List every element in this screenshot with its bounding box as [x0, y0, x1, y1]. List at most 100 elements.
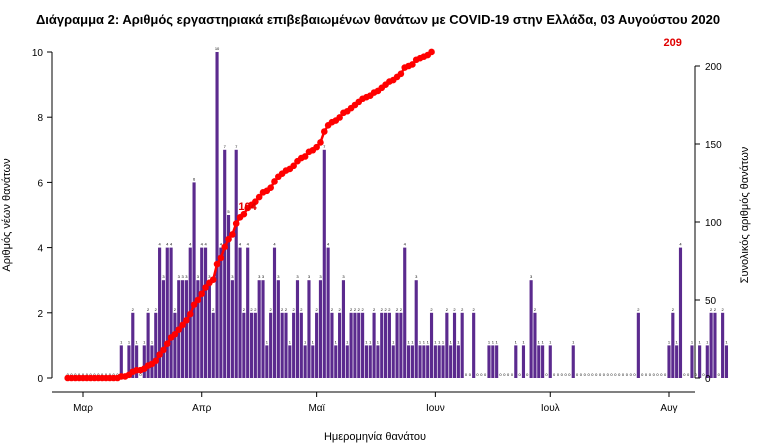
bar-value-label: 1 [369, 339, 372, 344]
y2-axis-title: Συνολικός αριθμός θανάτων [739, 146, 751, 283]
bar-new-deaths [165, 247, 169, 378]
bar-new-deaths [127, 345, 131, 378]
bar-new-deaths [437, 345, 441, 378]
bar-new-deaths [529, 280, 533, 378]
bar-value-label: 3 [231, 274, 234, 279]
bar-value-label: 4 [239, 242, 242, 247]
bar-value-label: 0 [519, 372, 522, 377]
bar-new-deaths [709, 312, 713, 378]
bar-new-deaths [142, 345, 146, 378]
bar-new-deaths [234, 149, 238, 378]
cumulative-point [160, 346, 167, 354]
bar-value-label: 4 [158, 242, 161, 247]
bar-new-deaths [315, 312, 319, 378]
bar-value-label: 0 [664, 372, 667, 377]
bar-value-label: 2 [331, 307, 334, 312]
bar-new-deaths [353, 312, 357, 378]
bar-value-label: 2 [212, 307, 215, 312]
cumulative-point [271, 178, 278, 185]
y-axis-title: Αριθμός νέων θανάτων [1, 158, 13, 272]
bar-value-label: 0 [587, 372, 590, 377]
bar-value-label: 1 [515, 339, 518, 344]
bar-new-deaths [242, 312, 246, 378]
bar-value-label: 0 [653, 372, 656, 377]
bar-new-deaths [395, 312, 399, 378]
bar-value-label: 2 [293, 307, 296, 312]
bar-value-label: 2 [350, 307, 353, 312]
bar-new-deaths [410, 345, 414, 378]
bar-new-deaths [456, 345, 460, 378]
x-tick-label: Μαϊ [308, 403, 325, 414]
bar-new-deaths [399, 312, 403, 378]
bar-value-label: 0 [70, 372, 73, 377]
bar-new-deaths [284, 312, 288, 378]
bar-value-label: 0 [561, 372, 564, 377]
cumulative-point [301, 153, 309, 160]
cumulative-point [217, 254, 225, 262]
bar-value-label: 2 [300, 307, 303, 312]
bar-value-label: 2 [453, 307, 456, 312]
bar-new-deaths [678, 247, 683, 378]
bar-value-label: 0 [603, 372, 606, 377]
cumulative-point [186, 310, 194, 318]
cumulative-point [255, 193, 263, 201]
bar-value-label: 2 [637, 307, 640, 312]
bar-new-deaths [161, 280, 165, 378]
bar-value-label: 2 [250, 307, 253, 312]
y2-tick-label: 150 [705, 140, 722, 151]
bar-new-deaths [265, 345, 269, 378]
cumulative-line [67, 50, 433, 380]
bar-value-label: 3 [185, 274, 188, 279]
bar-new-deaths [322, 149, 326, 378]
bar-value-label: 0 [660, 372, 663, 377]
bar-new-deaths [292, 312, 296, 378]
bar-value-label: 0 [480, 372, 483, 377]
bar-new-deaths [713, 312, 717, 378]
bar-value-label: 1 [143, 339, 146, 344]
bar-value-label: 1 [492, 339, 495, 344]
bar-value-label: 0 [90, 372, 93, 377]
bar-value-label: 0 [568, 372, 571, 377]
bar-value-label: 0 [97, 372, 100, 377]
bar-new-deaths [441, 345, 445, 378]
cumulative-point [397, 70, 405, 78]
bar-new-deaths [135, 345, 139, 378]
bar-value-label: 1 [377, 339, 380, 344]
bar-value-label: 1 [572, 339, 575, 344]
bar-value-label: 0 [618, 372, 621, 377]
bar-value-label: 0 [109, 372, 112, 377]
cumulative-point [175, 326, 183, 333]
bar-new-deaths [414, 280, 418, 378]
bar-value-label: 0 [82, 372, 85, 377]
bar-new-deaths [326, 247, 330, 378]
bar-new-deaths [318, 280, 323, 378]
bar-value-label: 2 [155, 307, 158, 312]
bar-value-label: 0 [695, 372, 698, 377]
bar-value-label: 2 [446, 307, 449, 312]
bar-new-deaths [495, 345, 499, 378]
x-axis-title: Ημερομηνία θανάτου [324, 431, 426, 443]
bar-new-deaths [667, 345, 671, 378]
bar-value-label: 1 [442, 339, 445, 344]
bar-value-label: 3 [262, 274, 265, 279]
bar-new-deaths [181, 280, 185, 378]
bar-new-deaths [472, 312, 476, 378]
bar-value-label: 0 [645, 372, 648, 377]
bar-value-label: 0 [93, 372, 96, 377]
bar-value-label: 0 [465, 372, 468, 377]
bar-new-deaths [705, 345, 709, 378]
bar-value-label: 1 [346, 339, 349, 344]
bar-new-deaths [376, 345, 380, 378]
cumulative-point [290, 162, 297, 170]
bar-value-label: 0 [633, 372, 636, 377]
bar-value-label: 2 [358, 307, 361, 312]
bar-value-label: 4 [220, 242, 223, 247]
bar-value-label: 5 [227, 209, 230, 214]
bar-value-label: 0 [101, 372, 104, 377]
y-tick-label: 4 [37, 244, 43, 255]
bar-value-label: 0 [476, 372, 479, 377]
cumulative-point [409, 61, 416, 68]
bar-new-deaths [307, 280, 311, 378]
